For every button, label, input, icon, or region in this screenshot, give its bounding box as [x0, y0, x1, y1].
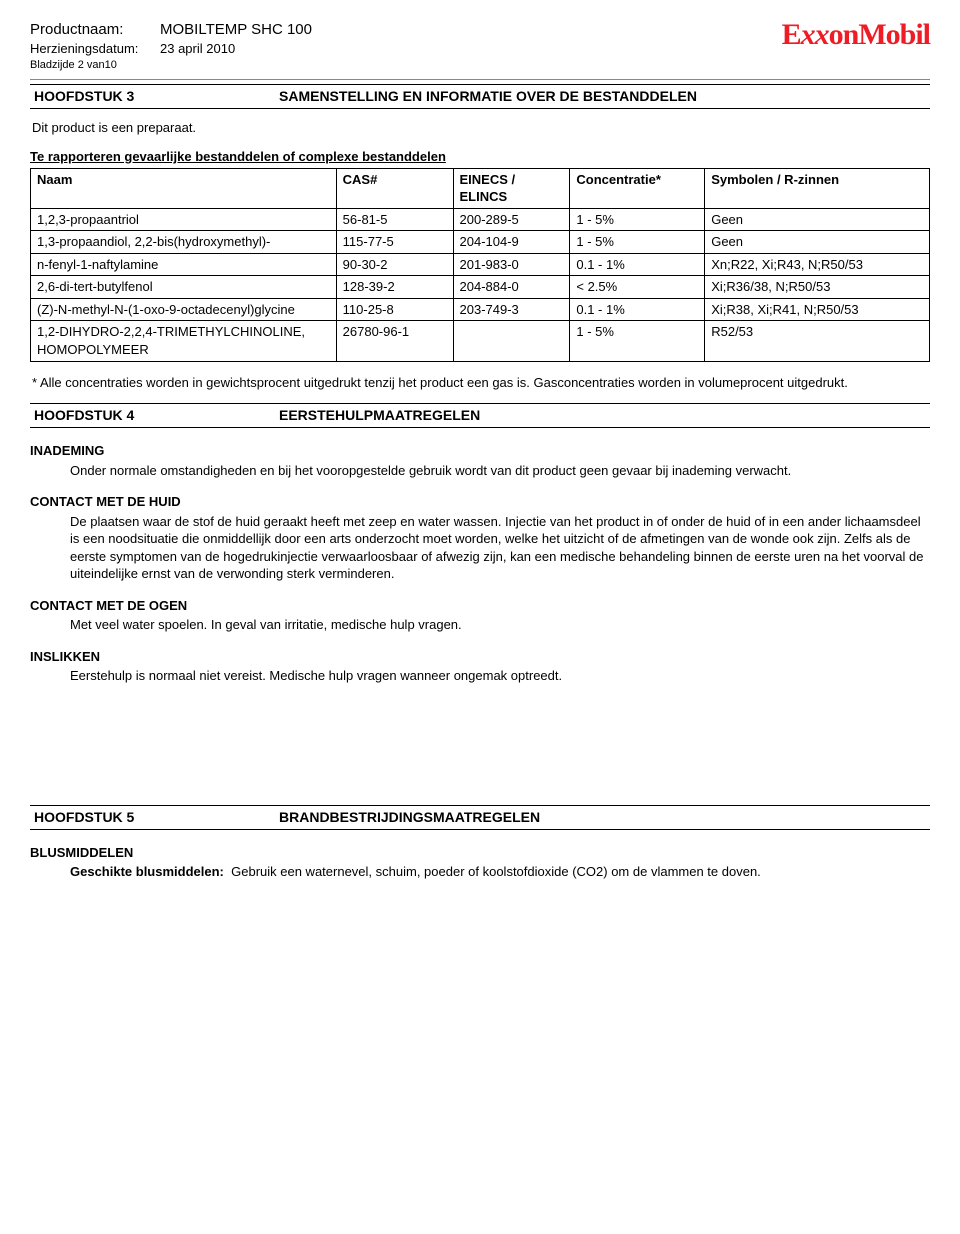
extinguishing-text-v: Gebruik een waternevel, schuim, poeder o…	[231, 864, 761, 879]
first-aid-block: INADEMING Onder normale omstandigheden en…	[30, 442, 930, 479]
table-cell: Xi;R36/38, N;R50/53	[705, 276, 930, 299]
table-cell: 1 - 5%	[570, 321, 705, 361]
first-aid-body: Eerstehulp is normaal niet vereist. Medi…	[70, 667, 930, 685]
first-aid-title: INSLIKKEN	[30, 648, 930, 666]
concentration-footnote: * Alle concentraties worden in gewichtsp…	[32, 374, 930, 392]
col-conc: Concentratie*	[570, 168, 705, 208]
table-cell: 26780-96-1	[336, 321, 453, 361]
extinguishing-body: Geschikte blusmiddelen: Gebruik een wate…	[70, 863, 930, 881]
table-cell: < 2.5%	[570, 276, 705, 299]
header-meta: Productnaam: MOBILTEMP SHC 100 Herzienin…	[30, 20, 312, 73]
col-einecs: EINECS / ELINCS	[453, 168, 570, 208]
table-cell: Xi;R38, Xi;R41, N;R50/53	[705, 298, 930, 321]
table-cell: 90-30-2	[336, 253, 453, 276]
section-3-bar: HOOFDSTUK 3 SAMENSTELLING EN INFORMATIE …	[30, 84, 930, 109]
table-cell: Xn;R22, Xi;R43, N;R50/53	[705, 253, 930, 276]
section-4-label: HOOFDSTUK 4	[34, 406, 279, 425]
table-cell: 110-25-8	[336, 298, 453, 321]
table-row: 1,2-DIHYDRO-2,2,4-TRIMETHYLCHINOLINE, HO…	[31, 321, 930, 361]
product-label: Productnaam:	[30, 20, 160, 40]
table-cell: 1,2,3-propaantriol	[31, 208, 337, 231]
table-cell: Geen	[705, 208, 930, 231]
table-cell: (Z)-N-methyl-N-(1-oxo-9-octadecenyl)glyc…	[31, 298, 337, 321]
extinguishing-title: BLUSMIDDELEN	[30, 844, 930, 862]
first-aid-title: CONTACT MET DE OGEN	[30, 597, 930, 615]
revision-label: Herzieningsdatum:	[30, 40, 160, 58]
extinguishing-label: Geschikte blusmiddelen:	[70, 864, 224, 879]
page-header: Productnaam: MOBILTEMP SHC 100 Herzienin…	[30, 20, 930, 73]
table-cell: 204-104-9	[453, 231, 570, 254]
table-cell: n-fenyl-1-naftylamine	[31, 253, 337, 276]
table-cell: 2,6-di-tert-butylfenol	[31, 276, 337, 299]
section-4-title: EERSTEHULPMAATREGELEN	[279, 406, 480, 425]
col-sym: Symbolen / R-zinnen	[705, 168, 930, 208]
section-3-intro: Dit product is een preparaat.	[32, 119, 930, 137]
table-row: 2,6-di-tert-butylfenol128-39-2204-884-0<…	[31, 276, 930, 299]
first-aid-body: Met veel water spoelen. In geval van irr…	[70, 616, 930, 634]
table-cell: 201-983-0	[453, 253, 570, 276]
exxonmobil-logo: ExxonMobil	[782, 15, 930, 56]
table-cell: 1 - 5%	[570, 231, 705, 254]
table-cell: 200-289-5	[453, 208, 570, 231]
table-row: 1,2,3-propaantriol56-81-5200-289-51 - 5%…	[31, 208, 930, 231]
table-row: 1,3-propaandiol, 2,2-bis(hydroxymethyl)-…	[31, 231, 930, 254]
table-cell: 128-39-2	[336, 276, 453, 299]
section-5-bar: HOOFDSTUK 5 BRANDBESTRIJDINGSMAATREGELEN	[30, 805, 930, 830]
table-cell: 1,2-DIHYDRO-2,2,4-TRIMETHYLCHINOLINE, HO…	[31, 321, 337, 361]
revision-value: 23 april 2010	[160, 40, 235, 58]
table-row: (Z)-N-methyl-N-(1-oxo-9-octadecenyl)glyc…	[31, 298, 930, 321]
product-value: MOBILTEMP SHC 100	[160, 20, 312, 40]
table-cell: 204-884-0	[453, 276, 570, 299]
header-divider	[30, 79, 930, 80]
first-aid-body: Onder normale omstandigheden en bij het …	[70, 462, 930, 480]
table-cell: 0.1 - 1%	[570, 253, 705, 276]
table-row: n-fenyl-1-naftylamine90-30-2201-983-00.1…	[31, 253, 930, 276]
first-aid-block: CONTACT MET DE OGENMet veel water spoele…	[30, 597, 930, 634]
extinguishing-block: BLUSMIDDELEN Geschikte blusmiddelen: Geb…	[30, 844, 930, 881]
table-cell	[453, 321, 570, 361]
ingredients-table-title: Te rapporteren gevaarlijke bestanddelen …	[30, 148, 930, 166]
col-cas: CAS#	[336, 168, 453, 208]
first-aid-block: CONTACT MET DE HUID De plaatsen waar de s…	[30, 493, 930, 583]
table-cell: 56-81-5	[336, 208, 453, 231]
first-aid-title: CONTACT MET DE HUID	[30, 493, 930, 511]
table-cell: R52/53	[705, 321, 930, 361]
section-3-label: HOOFDSTUK 3	[34, 87, 279, 106]
table-header-row: Naam CAS# EINECS / ELINCS Concentratie* …	[31, 168, 930, 208]
first-aid-title: INADEMING	[30, 442, 930, 460]
first-aid-body: De plaatsen waar de stof de huid geraakt…	[70, 513, 930, 583]
section-4-bar: HOOFDSTUK 4 EERSTEHULPMAATREGELEN	[30, 403, 930, 428]
page-number: Bladzijde 2 van10	[30, 58, 117, 73]
first-aid-block: INSLIKKENEerstehulp is normaal niet vere…	[30, 648, 930, 685]
ingredients-table: Naam CAS# EINECS / ELINCS Concentratie* …	[30, 168, 930, 362]
table-cell: 1 - 5%	[570, 208, 705, 231]
table-cell: Geen	[705, 231, 930, 254]
section-3-title: SAMENSTELLING EN INFORMATIE OVER DE BEST…	[279, 87, 697, 106]
table-cell: 115-77-5	[336, 231, 453, 254]
table-cell: 203-749-3	[453, 298, 570, 321]
table-cell: 0.1 - 1%	[570, 298, 705, 321]
col-name: Naam	[31, 168, 337, 208]
section-5-title: BRANDBESTRIJDINGSMAATREGELEN	[279, 808, 540, 827]
section-5-label: HOOFDSTUK 5	[34, 808, 279, 827]
table-cell: 1,3-propaandiol, 2,2-bis(hydroxymethyl)-	[31, 231, 337, 254]
